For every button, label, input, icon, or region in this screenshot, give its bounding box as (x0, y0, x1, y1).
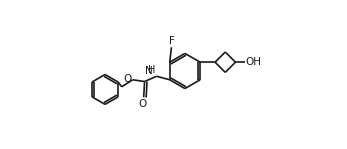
Text: O: O (123, 74, 132, 84)
Text: O: O (139, 99, 147, 109)
Text: F: F (169, 36, 175, 46)
Text: H: H (148, 65, 155, 75)
Text: N: N (145, 66, 153, 76)
Text: OH: OH (246, 57, 262, 67)
